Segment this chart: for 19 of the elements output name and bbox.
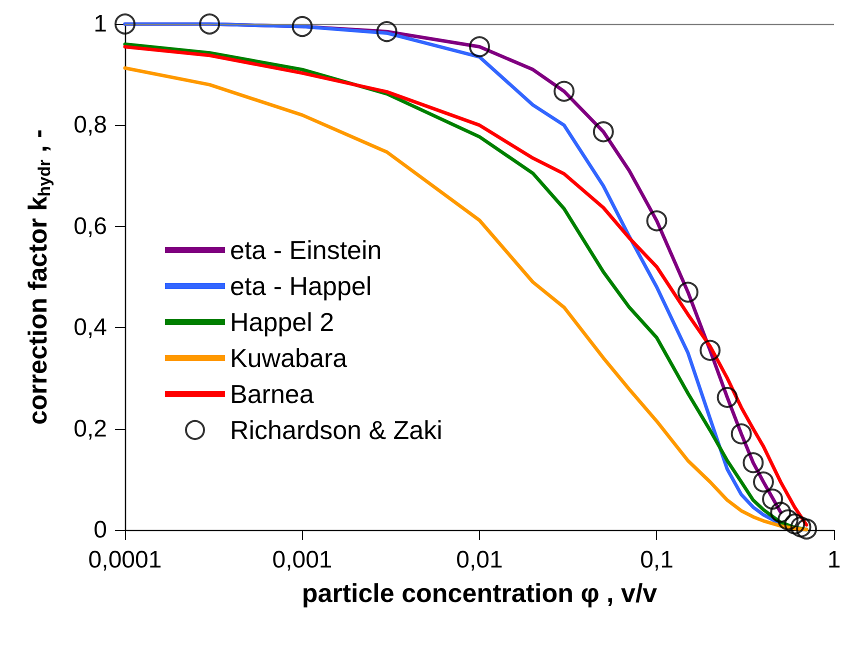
x-axis-title: particle concentration φ , v/v: [302, 578, 658, 608]
y-tick-label: 1: [94, 10, 107, 38]
y-tick-label: 0,8: [74, 112, 107, 139]
x-tick-label: 0,0001: [88, 546, 162, 574]
y-axis-title: correction factor khydr , -: [22, 129, 54, 425]
legend-label: Richardson & Zaki: [230, 415, 442, 445]
y-tick-label: 0,2: [74, 415, 107, 442]
legend-label: eta - Einstein: [230, 235, 382, 265]
x-tick-label: 1: [827, 546, 841, 574]
legend-label: eta - Happel: [230, 271, 372, 301]
legend-label: Happel 2: [230, 307, 334, 337]
legend-label: Kuwabara: [230, 343, 348, 373]
x-tick-label: 0,01: [456, 546, 503, 574]
y-tick-label: 0: [94, 516, 107, 544]
legend-label: Barnea: [230, 379, 314, 409]
x-tick-label: 0,1: [640, 546, 674, 574]
x-tick-label: 0,001: [272, 546, 332, 574]
y-tick-label: 0,4: [74, 314, 107, 342]
y-tick-label: 0,6: [74, 212, 107, 240]
